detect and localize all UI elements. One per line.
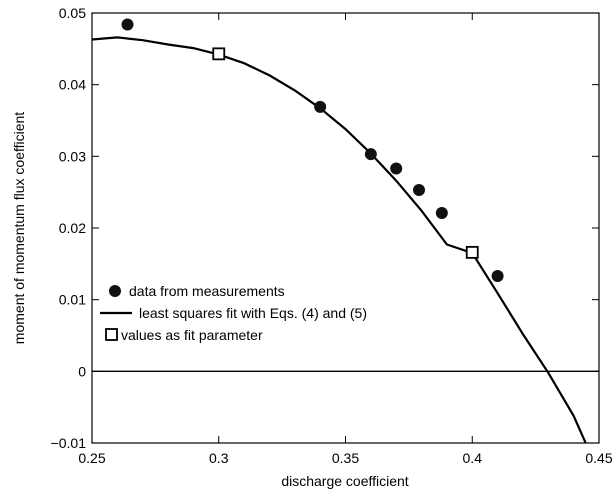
y-tick-labels: −0.01 0 0.01 0.02 0.03 0.04 0.05 [51,5,87,451]
x-tick-labels: 0.25 0.3 0.35 0.4 0.45 [78,450,612,466]
x-tick-label: 0.4 [463,450,483,466]
series-marks [92,18,587,443]
y-tick-label: 0.02 [59,220,86,236]
legend-label-measurements: data from measurements [129,283,285,299]
legend-label-fit-line: least squares fit with Eqs. (4) and (5) [139,305,367,321]
y-tick-label: 0.05 [59,5,86,21]
measurement-point [413,184,426,197]
measurement-point [121,18,134,31]
x-tick-label: 0.25 [78,450,105,466]
measurement-point [491,270,504,283]
measurement-point [390,162,403,175]
measurement-point [435,206,448,219]
y-tick-label: 0 [78,363,86,379]
y-tick-label: 0.03 [59,148,86,164]
y-tick-label: 0.04 [59,77,86,93]
legend-label-fit-parameter: values as fit parameter [121,327,263,343]
y-axis-label: moment of momentum flux coefficient [11,112,27,345]
legend: data from measurements least squares fit… [100,283,367,343]
ticks [91,12,600,444]
legend-marker-measurements [109,285,121,297]
measurement-point [314,100,327,113]
fit-parameter-point [212,47,226,61]
fit-parameter-point [465,245,479,259]
y-tick-label: 0.01 [59,292,86,308]
measurement-point [364,148,377,161]
x-tick-label: 0.3 [209,450,229,466]
legend-marker-fit-parameter [105,328,118,341]
x-tick-label: 0.45 [585,450,612,466]
y-tick-label: −0.01 [51,435,87,451]
fit-curve [92,36,587,443]
plot-frame [91,12,600,444]
x-tick-label: 0.35 [332,450,359,466]
x-axis-label: discharge coefficient [281,473,408,489]
